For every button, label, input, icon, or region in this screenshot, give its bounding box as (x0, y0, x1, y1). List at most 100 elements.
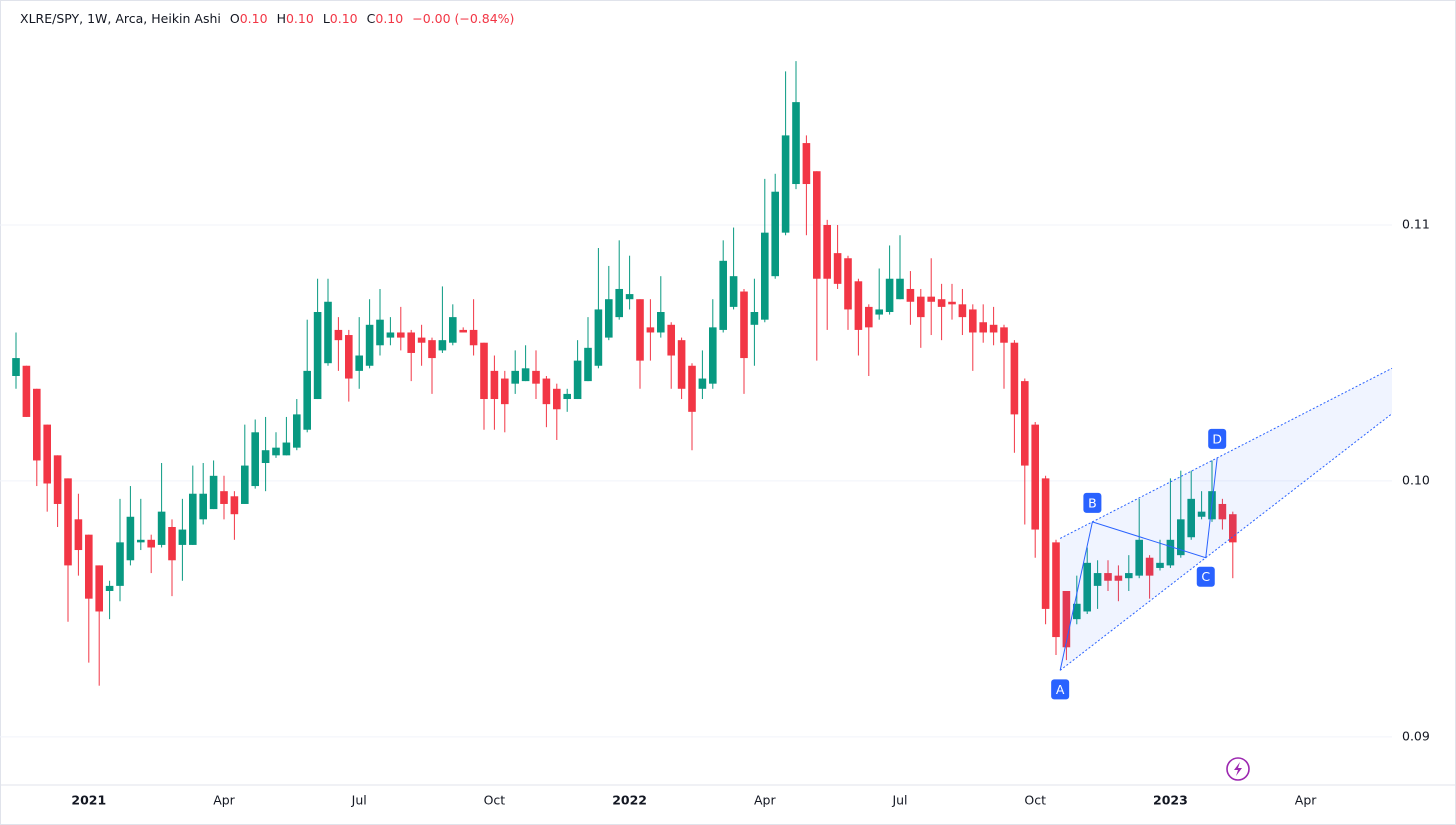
candle-body (979, 322, 987, 333)
candle-body (480, 342, 488, 400)
candle-body (813, 171, 821, 279)
candle-body (1135, 539, 1143, 576)
candle-body (428, 340, 436, 359)
x-tick-label: Apr (754, 793, 776, 808)
candle-body (1218, 503, 1227, 520)
candle-body (1187, 498, 1195, 538)
lightning-icon[interactable] (1226, 757, 1250, 781)
candle-body (594, 309, 603, 366)
symbol: XLRE/SPY, 1W, Arca, Heikin Ashi (20, 11, 221, 26)
candle-body (1000, 327, 1008, 343)
grid-layer (0, 224, 1392, 738)
change-value: −0.00 (−0.84%) (412, 11, 515, 26)
candle-body (376, 319, 384, 346)
pattern-label: C (1201, 569, 1210, 584)
candle-body (334, 329, 343, 341)
candle-body (802, 143, 811, 185)
candle-body (251, 432, 259, 487)
candle-body (917, 296, 925, 318)
candle-body (313, 312, 322, 400)
low-value: 0.10 (329, 11, 358, 26)
candle-body (293, 414, 301, 448)
candle-body (501, 378, 509, 405)
candle-body (854, 281, 863, 330)
y-tick-label: 0.11 (1402, 216, 1430, 231)
candle-body (12, 358, 20, 376)
candle-body (157, 511, 166, 545)
candle-body (729, 276, 738, 307)
y-tick-label: 0.10 (1402, 472, 1430, 487)
candle-body (1156, 562, 1164, 568)
candle-body (740, 291, 748, 359)
candle-body (365, 324, 374, 366)
candle-body (1041, 478, 1050, 609)
pattern-label: D (1212, 431, 1222, 446)
close-key: C (366, 11, 376, 26)
candle-body (116, 542, 124, 586)
candle-body (844, 258, 852, 310)
candle-body (33, 388, 41, 461)
candle-body (646, 327, 655, 333)
candle-body (199, 493, 207, 520)
candle-body (417, 337, 426, 343)
candle-body (1021, 381, 1029, 466)
pattern-label-box (1196, 566, 1215, 587)
candle-body (95, 565, 103, 612)
candle-body (958, 304, 967, 318)
candle-body (657, 312, 665, 333)
candle-body (137, 539, 145, 543)
axes-layer: 0.09 0.10 0.11 2021 Apr Jul Oct 2022 Apr Jul Oct 20… (0, 216, 1455, 808)
candle-body (345, 335, 353, 379)
low-key: L (322, 11, 330, 26)
candle-body (1177, 519, 1185, 556)
candle-body (1145, 557, 1154, 576)
candle-body (865, 306, 873, 328)
candle-body (750, 312, 759, 325)
candle-body (1073, 603, 1081, 620)
candle-body (1166, 539, 1175, 566)
candle-body (511, 370, 519, 384)
candle-body (261, 450, 270, 464)
candle-body (719, 260, 727, 330)
candle-body (792, 102, 800, 185)
open-value: 0.10 (239, 11, 268, 26)
candle-body (1093, 573, 1102, 586)
candle-body (53, 455, 62, 504)
candle-body (667, 324, 675, 356)
candle-body (896, 278, 904, 300)
candle-body (927, 296, 935, 302)
candle-body (241, 465, 249, 504)
icon-bolt (1234, 762, 1242, 776)
pattern-label-box (1208, 428, 1227, 449)
high-value: 0.10 (285, 11, 314, 26)
candle-body (1083, 562, 1091, 612)
candle-body (677, 340, 686, 389)
candle-body (1062, 590, 1071, 648)
candle-body (22, 365, 31, 417)
pattern-zigzag (1059, 457, 1218, 671)
candle-body (584, 347, 592, 382)
candle-body (168, 527, 176, 561)
candle-body (906, 288, 915, 302)
candle-body (438, 340, 447, 351)
candle-body (407, 332, 415, 353)
x-tick-label: 2023 (1153, 793, 1188, 808)
candle-body (1125, 573, 1133, 579)
candle-body (490, 370, 499, 400)
candle-body (636, 299, 644, 361)
candle-body (459, 329, 467, 333)
channel-fill (1060, 368, 1392, 671)
candle-body (105, 585, 114, 591)
open-key: O (229, 11, 240, 26)
candle-body (1114, 575, 1123, 581)
candle-body (147, 539, 155, 548)
candle-body (220, 491, 228, 504)
candle-body (989, 324, 998, 333)
legend-header: XLRE/SPY, 1W, Arca, Heikin Ashi O0.10 H0.1… (20, 11, 514, 26)
candle-body (885, 278, 894, 313)
candle-body (1104, 573, 1112, 581)
candle-body (563, 393, 571, 400)
candle-body (43, 424, 51, 484)
